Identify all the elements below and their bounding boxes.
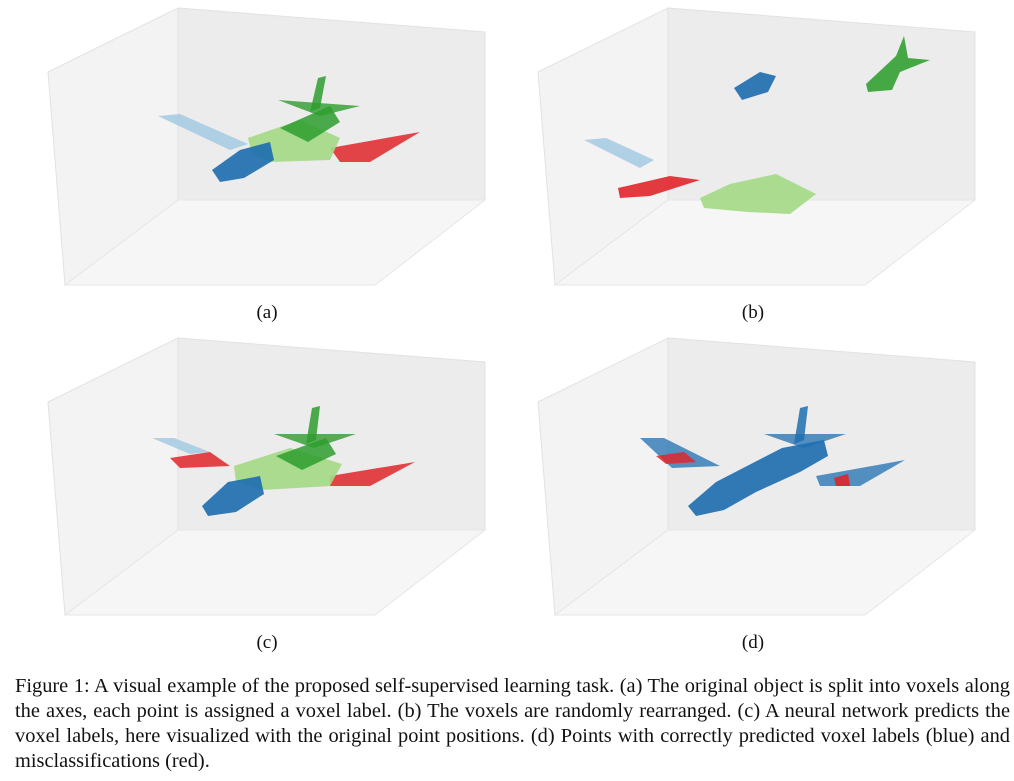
voxel-tail (866, 36, 930, 92)
plot-3d-b (537, 7, 977, 286)
panel-b-label: (b) (741, 302, 765, 323)
pane-floor (63, 199, 487, 286)
wing-left-red (170, 452, 230, 468)
tail-plane (764, 434, 846, 448)
panel-c-predicted-labels (30, 330, 500, 630)
airplane-point-cloud (640, 406, 905, 516)
tail-plane (274, 434, 356, 448)
wing-left (158, 114, 248, 150)
misclassified-left (656, 452, 696, 464)
tail-plane (278, 100, 360, 116)
wing-left-light (152, 438, 210, 454)
airplane-point-cloud (158, 76, 420, 182)
panel-d-correct-vs-misclassified (520, 330, 990, 630)
voxel-middle (700, 174, 816, 214)
plot-3d-c (47, 337, 487, 616)
pane-floor (63, 529, 487, 616)
fuselage-rear (276, 438, 336, 470)
voxel-nose (734, 72, 776, 100)
fuselage-nose (202, 476, 264, 516)
pane-back (667, 7, 976, 201)
pane-floor (553, 199, 977, 286)
fuselage (688, 440, 828, 516)
wing-right (330, 132, 420, 162)
pane-floor (553, 529, 977, 616)
panel-c-label: (c) (256, 632, 278, 653)
airplane-point-cloud (152, 406, 415, 516)
panel-a-label: (a) (256, 302, 278, 323)
panel-d-label: (d) (741, 632, 765, 653)
misclassified-right (834, 474, 850, 486)
panel-b-rearranged-voxels (520, 0, 990, 300)
panel-a-original-voxels (30, 0, 500, 300)
rearranged-voxels (584, 36, 930, 214)
fuselage-nose (212, 142, 274, 182)
plot-3d-a (47, 7, 487, 286)
figure-caption: Figure 1: A visual example of the propos… (15, 675, 1010, 772)
voxel-right-wing (618, 176, 700, 198)
plot-3d-d (537, 337, 977, 616)
voxel-left-wing (584, 138, 654, 168)
fuselage-rear (280, 106, 340, 142)
wing-right (330, 462, 415, 486)
